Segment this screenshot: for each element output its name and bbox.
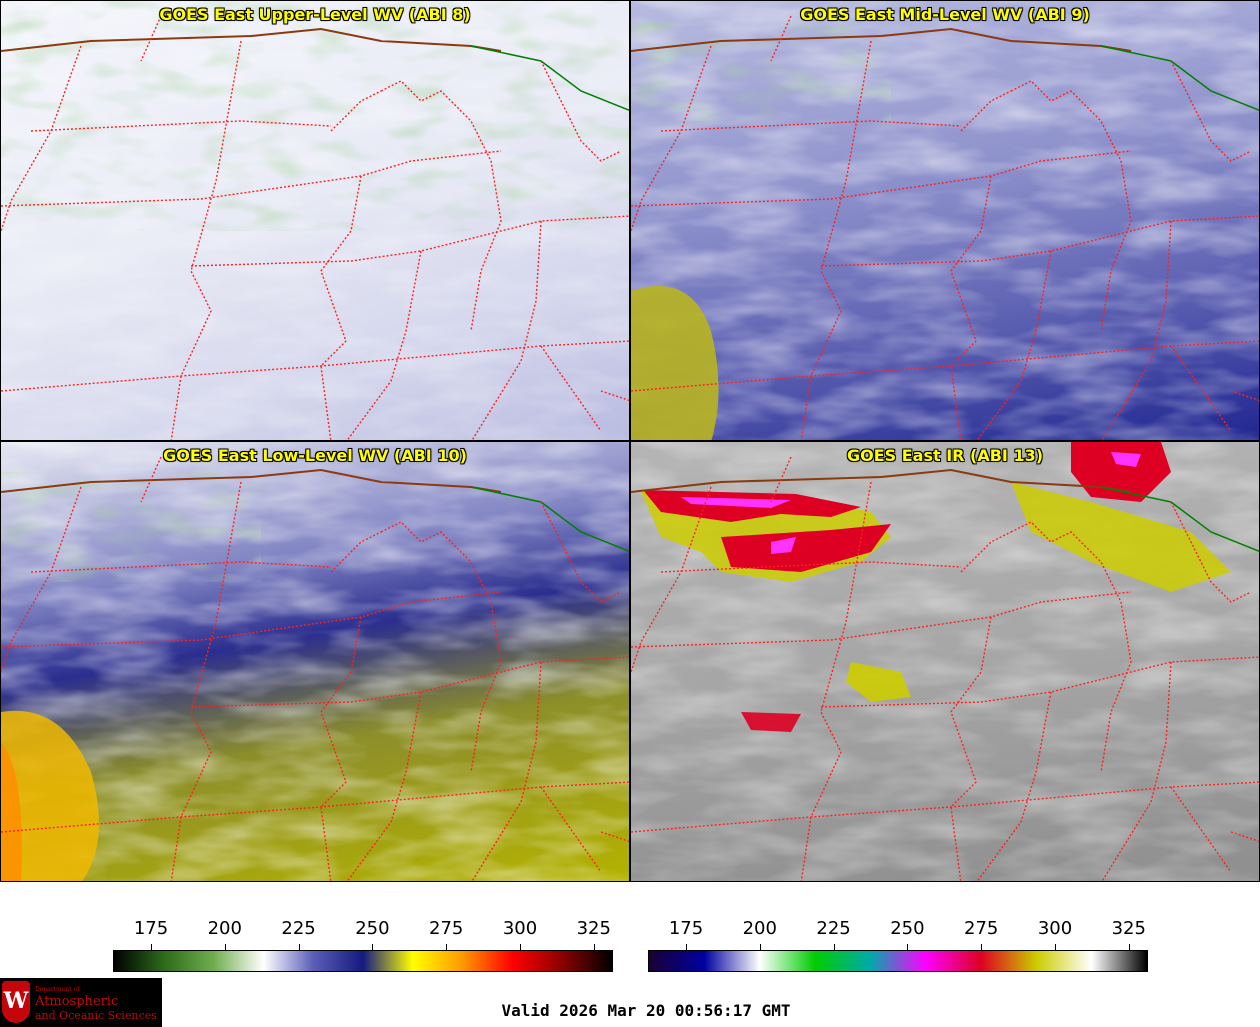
- scale-tick-label: 175: [133, 918, 169, 939]
- panel-title: GOES East IR (ABI 13): [846, 446, 1044, 465]
- scale-tick: [907, 944, 909, 950]
- logo-line1: Atmospheric: [35, 994, 119, 1009]
- upper-level-wv-map: [1, 1, 629, 440]
- scale-tick-label: 325: [1111, 918, 1146, 939]
- panel-title: GOES East Mid-Level WV (ABI 9): [800, 5, 1090, 24]
- scale-tick-label: 250: [355, 918, 390, 939]
- scale-tick-label: 175: [668, 918, 704, 939]
- logo-line2: and Oceanic Sciences: [35, 1009, 157, 1022]
- scale-tick: [1128, 944, 1130, 950]
- aos-logo: W Department of Atmospheric and Oceanic …: [0, 978, 162, 1027]
- scale-tick: [372, 944, 374, 950]
- mid-level-wv-panel: GOES East Mid-Level WV (ABI 9): [630, 0, 1260, 441]
- ir-color-scale: 175 200 225 250 275 300 325: [648, 918, 1148, 974]
- scale-tick: [759, 944, 761, 950]
- scale-tick: [298, 944, 300, 950]
- scale-tick: [446, 944, 448, 950]
- ir-panel: GOES East IR (ABI 13): [630, 441, 1260, 882]
- scale-tick: [981, 944, 983, 950]
- upper-level-wv-panel: GOES East Upper-Level WV (ABI 8): [0, 0, 630, 441]
- mid-level-wv-map: [631, 1, 1259, 440]
- logo-dept: Department of: [35, 986, 80, 993]
- scale-tick: [520, 944, 521, 950]
- scale-tick: [833, 944, 835, 950]
- scale-tick-label: 275: [429, 918, 464, 939]
- ir-color-bar: [648, 950, 1148, 972]
- scale-tick-label: 225: [281, 918, 316, 939]
- panel-title: GOES East Upper-Level WV (ABI 8): [159, 5, 471, 24]
- scale-tick: [1055, 944, 1056, 950]
- wv-color-scale: 175 200 225 250 275 300 325: [113, 918, 613, 974]
- scale-tick-label: 225: [816, 918, 851, 939]
- uw-crest-icon: W: [2, 981, 30, 1023]
- low-level-wv-panel: GOES East Low-Level WV (ABI 10): [0, 441, 630, 882]
- scale-tick-label: 300: [502, 918, 538, 939]
- scale-tick-label: 250: [890, 918, 925, 939]
- low-level-wv-map: [1, 442, 629, 881]
- scale-tick: [686, 944, 687, 950]
- scale-tick-label: 300: [1037, 918, 1073, 939]
- wv-color-bar: [113, 950, 613, 972]
- ir-map: [631, 442, 1259, 881]
- scale-tick-label: 325: [576, 918, 611, 939]
- scale-tick-label: 200: [207, 918, 242, 939]
- scale-tick-label: 275: [964, 918, 999, 939]
- scale-tick-label: 200: [742, 918, 777, 939]
- valid-time: Valid 2026 Mar 20 00:56:17 GMT: [501, 1001, 791, 1020]
- scale-tick: [593, 944, 595, 950]
- scale-tick: [151, 944, 152, 950]
- scale-tick: [224, 944, 226, 950]
- panel-title: GOES East Low-Level WV (ABI 10): [163, 446, 467, 465]
